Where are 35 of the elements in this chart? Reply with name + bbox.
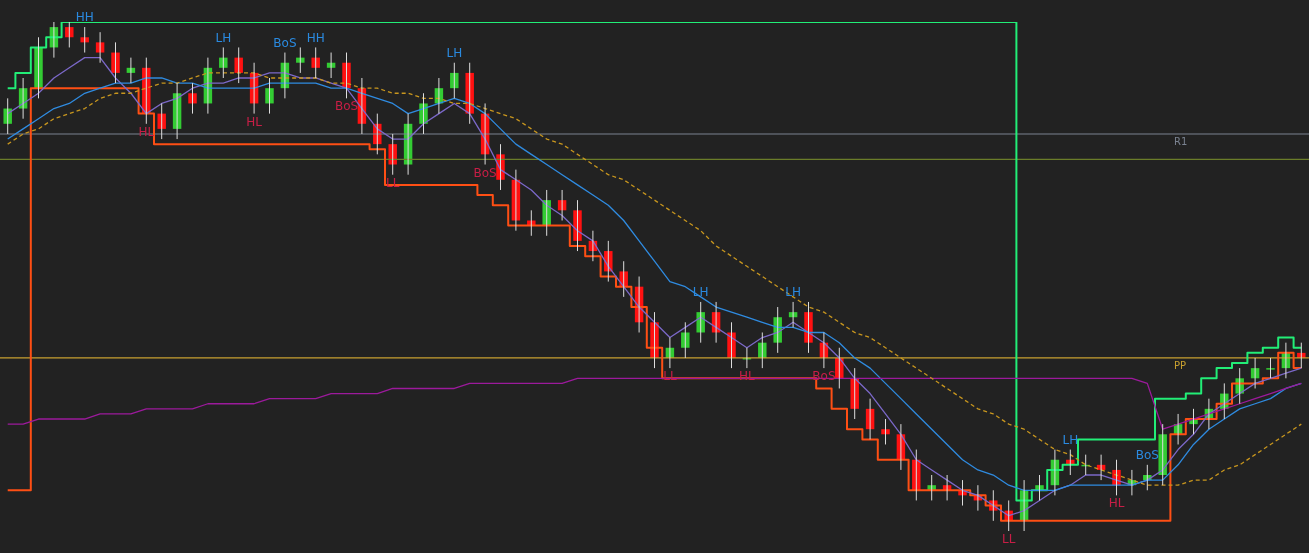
candlestick bbox=[111, 41, 120, 84]
candlestick bbox=[388, 133, 397, 176]
candlestick bbox=[296, 46, 305, 74]
text: LL bbox=[1002, 532, 1016, 547]
text: BoS bbox=[473, 165, 497, 180]
candlestick bbox=[850, 367, 859, 420]
text: LH bbox=[1062, 432, 1079, 447]
candlestick bbox=[311, 46, 320, 79]
candlestick bbox=[219, 46, 228, 79]
text: LH bbox=[692, 285, 709, 300]
text: LH bbox=[785, 285, 801, 300]
text: HL bbox=[246, 114, 262, 129]
text: LH bbox=[215, 30, 232, 45]
candlestick bbox=[188, 82, 197, 115]
candlestick bbox=[34, 36, 43, 99]
text: BoS bbox=[273, 35, 297, 50]
text: BoS bbox=[1135, 447, 1159, 462]
text: HH bbox=[306, 30, 325, 45]
candlestick bbox=[65, 21, 74, 48]
candlestick bbox=[234, 46, 243, 84]
candlestick bbox=[681, 321, 690, 359]
candlestick bbox=[80, 26, 89, 54]
candlestick bbox=[265, 77, 274, 115]
text: HL bbox=[1108, 496, 1125, 511]
candlestick bbox=[157, 102, 166, 140]
candlestick bbox=[573, 199, 582, 252]
ref-line-label: R1 bbox=[1174, 135, 1188, 147]
candlestick bbox=[1158, 423, 1167, 486]
candlestick bbox=[1266, 357, 1275, 379]
text: HH bbox=[75, 10, 94, 25]
ref-line-label: PP bbox=[1174, 359, 1187, 371]
text: LH bbox=[446, 45, 463, 60]
candlestick bbox=[450, 62, 459, 99]
candlestick bbox=[881, 418, 890, 445]
text: BoS bbox=[334, 99, 359, 114]
